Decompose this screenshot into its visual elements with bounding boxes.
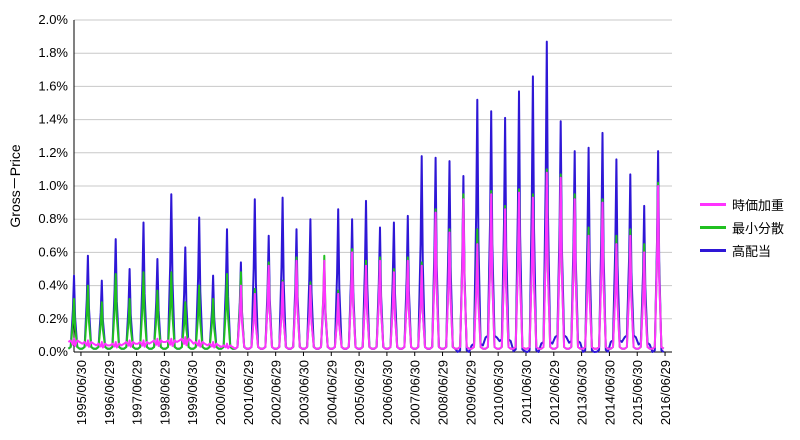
- legend-label: 時価加重: [732, 199, 785, 214]
- legend-item: 最小分散: [700, 216, 798, 239]
- x-tick-label: 2008/06/29: [436, 360, 451, 425]
- legend: 時価加重 最小分散 高配当: [700, 193, 798, 262]
- x-tick-label: 2011/06/30: [519, 360, 534, 424]
- x-tick-label: 2001/06/29: [241, 360, 256, 425]
- x-tick-label: 2014/06/30: [602, 360, 617, 425]
- y-tick-label: 1.4%: [38, 112, 68, 127]
- x-tick-label: 2006/06/30: [380, 360, 395, 425]
- x-tick-label: 2002/06/29: [269, 360, 284, 425]
- x-tick-label: 2009/06/29: [463, 360, 478, 425]
- y-tick-label: 1.8%: [38, 45, 68, 60]
- x-tick-label: 2004/06/29: [324, 360, 339, 425]
- x-tick-label: 1998/06/29: [157, 360, 172, 425]
- y-tick-label: 1.2%: [38, 145, 68, 160]
- legend-item: 高配当: [700, 239, 798, 262]
- x-tick-label: 2015/06/30: [630, 360, 645, 425]
- x-tick-label: 2005/06/29: [352, 360, 367, 425]
- x-tick-label: 2003/06/30: [296, 360, 311, 425]
- legend-label: 最小分散: [732, 222, 785, 237]
- grid-lines: [73, 19, 672, 353]
- x-tick-label: 2010/06/30: [491, 360, 506, 425]
- legend-swatch: [700, 226, 726, 229]
- y-tick-label: 1.6%: [38, 78, 68, 93]
- x-tick-label: 1999/06/30: [185, 360, 200, 425]
- y-axis-ticks: 0.0% 0.2% 0.4% 0.6% 0.8% 1.0% 1.2% 1.4% 1.6% 1.8%…: [38, 12, 68, 359]
- y-tick-label: 0.4%: [38, 278, 68, 293]
- x-tick-label: 2007/06/30: [408, 360, 423, 425]
- x-tick-label: 1995/06/30: [74, 360, 89, 425]
- y-tick-label: 0.0%: [38, 344, 68, 359]
- x-tick-label: 1996/06/29: [102, 360, 117, 425]
- legend-label: 高配当: [732, 245, 772, 260]
- y-tick-label: 0.6%: [38, 244, 68, 259]
- y-tick-label: 2.0%: [38, 12, 68, 27]
- series-lines: [67, 40, 665, 353]
- x-tick-label: 2000/06/29: [213, 360, 228, 425]
- y-axis-title: Gross－Price: [7, 144, 23, 227]
- y-tick-label: 0.8%: [38, 211, 68, 226]
- legend-item: 時価加重: [700, 193, 798, 216]
- y-tick-label: 0.2%: [38, 311, 68, 326]
- x-tick-label: 2016/06/29: [658, 360, 673, 425]
- y-tick-label: 1.0%: [38, 178, 68, 193]
- x-axis-ticks: 1995/06/30 1996/06/29 1997/06/29 1998/06/29…: [74, 352, 673, 425]
- legend-swatch: [700, 203, 726, 206]
- legend-swatch: [700, 249, 726, 252]
- series-line-0: [67, 171, 665, 350]
- x-tick-label: 1997/06/29: [130, 360, 145, 425]
- x-tick-label: 2013/06/30: [575, 360, 590, 425]
- x-tick-label: 2012/06/29: [547, 360, 562, 425]
